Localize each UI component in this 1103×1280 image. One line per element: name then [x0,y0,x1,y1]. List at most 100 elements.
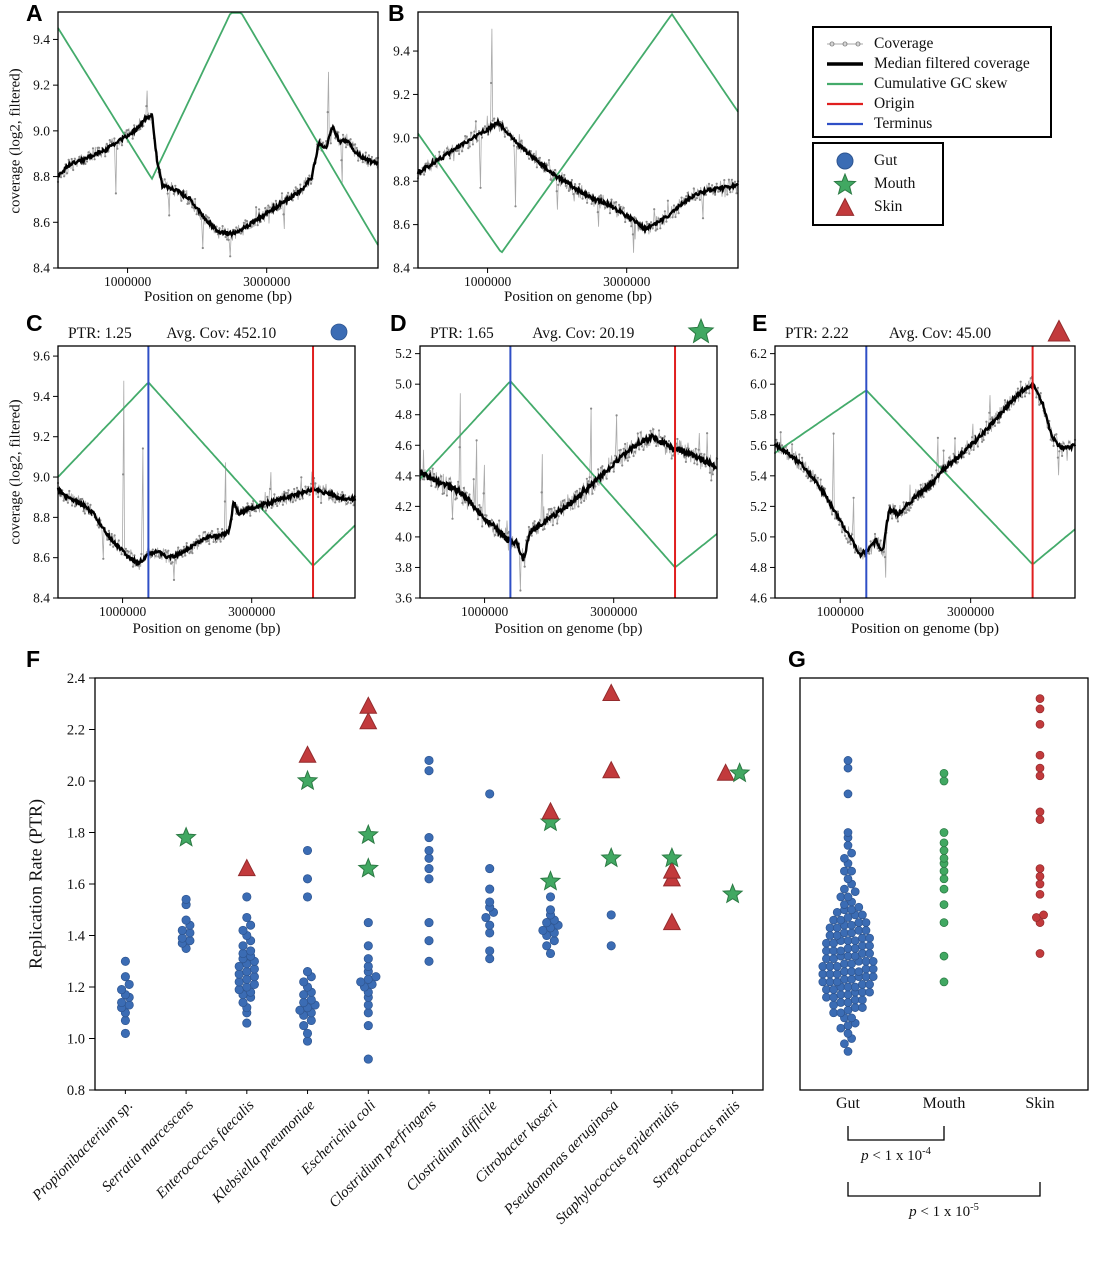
mouth-marker [721,883,744,904]
coverage-dots [416,81,740,236]
gut-circle-icon [826,151,864,171]
origin-line-swatch [826,94,864,114]
plot-border [799,677,1089,1091]
pvalue-exponent: -4 [922,1146,931,1157]
plot-border [94,677,764,1091]
legend-item-median: Median filtered coverage [826,54,1038,74]
x-tick-label: 3000000 [228,604,276,619]
x-axis-label: Position on genome (bp) [133,621,281,637]
pvalue-label-gut-mouth: p < 1 x 10-4 [861,1146,931,1165]
site-markers [237,858,256,877]
y-tick-label: 1.6 [67,877,85,893]
skin-title-marker [1047,319,1071,342]
coverage-dots [773,375,1077,559]
panel-a-plot: 8.4 8.6 8.8 9.0 9.2 9.4 1000000 3000000Position… [33,11,380,304]
y-tick-label: 8.8 [33,169,50,184]
y-tick-label: 8.6 [33,550,50,565]
legend-item-skin: Skin [826,196,930,217]
site-markers [296,745,319,791]
avg-cov-annotation: Avg. Cov: 20.19 [532,325,634,342]
y-tick-label: 8.4 [33,261,50,276]
median-coverage-line [416,116,739,235]
y-tick-label: 9.2 [393,87,410,102]
legend-label-gut: Gut [874,152,898,170]
y-tick-label: 4.8 [395,407,412,422]
gc-skew-line-swatch [826,74,864,94]
panel-c-letter: C [26,310,43,336]
skin-marker [662,861,682,879]
mouth-marker [661,846,683,868]
pvalue-bracket [847,1126,945,1141]
legend-label-mouth: Mouth [874,174,916,192]
skin-marker [716,763,735,781]
median-coverage-line [419,432,718,562]
y-tick-label: 2.0 [67,774,85,790]
mouth-marker [600,846,622,868]
y-tick-label: 9.6 [33,349,50,364]
mouth-points [939,768,949,987]
median-line-swatch [826,54,864,74]
panel-f-plot: 0.8 1.0 1.2 1.4 1.6 1.8 2.0 2.2 2.4 Propionibacte… [29,671,764,1228]
y-tick-label: 4.2 [395,499,412,514]
x-axis-label: Position on genome (bp) [851,621,999,637]
gc-skew-line [419,380,718,568]
x-tick-label: 3000000 [603,274,651,289]
legend-item-coverage: Coverage [826,34,1038,54]
skin-marker [237,858,256,877]
category-label: Gut [836,1095,861,1112]
median-coverage-line [57,113,379,238]
species-label: Enterococcus faecalis [153,1097,258,1202]
x-tick-label: 1000000 [99,604,147,619]
y-tick-label: 4.0 [395,529,412,544]
avg-cov-annotation: Avg. Cov: 452.10 [166,325,276,342]
site-markers [661,846,683,931]
legend-label-skin: Skin [874,197,903,215]
panel-g-plot: Gut Mouth Skin [799,677,1089,1197]
coverage-line-swatch [826,34,864,54]
skin-marker [602,683,621,701]
mouth-marker [296,769,319,791]
y-tick-label: 0.8 [67,1083,85,1099]
y-tick-label: 8.6 [393,217,410,232]
y-tick-label: 8.6 [33,215,50,230]
species-label: Pseudomonas aeruginosa [501,1098,622,1219]
y-tick-label: 9.4 [33,32,50,47]
skin-marker [359,696,378,714]
avg-cov-annotation: Avg. Cov: 45.00 [889,325,991,342]
y-tick-label: 8.8 [393,174,410,189]
gut-points [177,894,195,953]
y-tick-label: 5.2 [395,346,412,361]
pvalue-exponent: -5 [970,1202,979,1213]
gut-title-marker [330,323,348,341]
category-label: Mouth [923,1095,966,1112]
ptr-annotation: PTR: 1.65 [430,325,494,342]
y-tick-label: 1.4 [67,929,86,945]
y-tick-label: 2.4 [67,671,86,687]
skin-marker [662,912,682,931]
gut-points [117,956,134,1038]
coverage-line [57,380,356,580]
coverage-line [774,376,1076,578]
gut-points [818,756,878,1056]
y-tick-label: 5.2 [750,499,767,514]
mouth-star-icon [826,172,864,195]
site-markers [539,801,562,891]
x-tick-label: 1000000 [464,274,512,289]
y-tick-label: 9.4 [393,44,410,59]
x-axis-label: Position on genome (bp) [504,289,652,304]
y-tick-label: 5.4 [750,468,767,483]
y-tick-label: 9.0 [33,470,50,485]
pvalue-rest: < 1 x 10 [916,1204,971,1220]
y-tick-label: 8.8 [33,510,50,525]
coverage-line [419,393,718,591]
species-label: Staphylococcus epidermidis [553,1097,683,1227]
y-tick-label: 1.2 [67,980,85,996]
mouth-marker [728,762,751,783]
y-tick-label: 5.8 [750,407,767,422]
pvalue-bracket [847,1182,1041,1197]
x-tick-label: 3000000 [243,274,291,289]
y-tick-label: 9.2 [33,78,50,93]
y-tick-label: 6.0 [750,377,767,392]
legend-item-mouth: Mouth [826,172,930,195]
legend-label-coverage: Coverage [874,35,934,52]
